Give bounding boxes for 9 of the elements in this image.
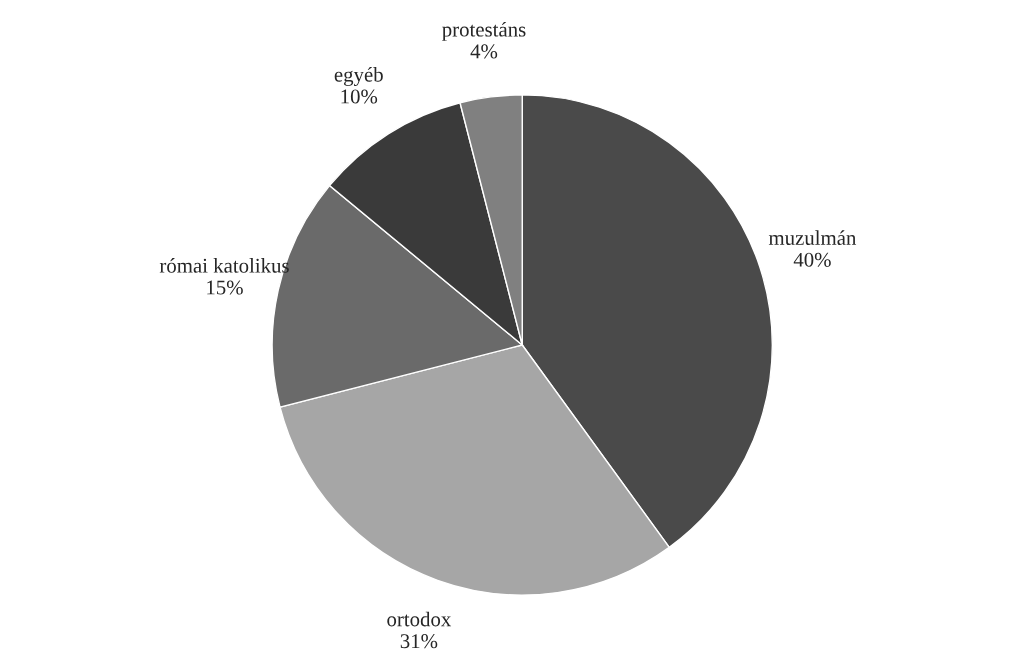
- data-label: 40%: [793, 252, 831, 267]
- slice-label: protestáns: [442, 21, 526, 41]
- data-label: 10%: [341, 89, 378, 104]
- data-label: 4%: [470, 44, 498, 59]
- slice-label: ortodox: [387, 611, 452, 627]
- slice-label: egyéb: [334, 66, 383, 86]
- data-label: 31%: [400, 634, 438, 649]
- data-label: 15%: [207, 280, 243, 295]
- slice-label: muzulmán: [768, 230, 857, 246]
